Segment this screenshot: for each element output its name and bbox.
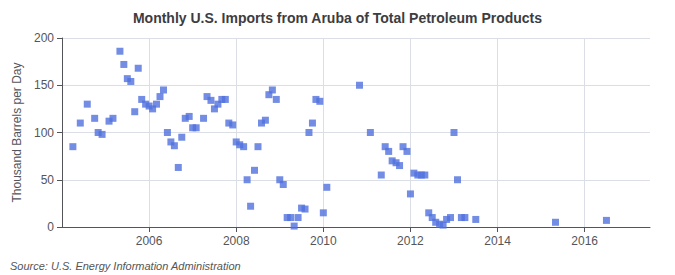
- svg-text:Thousand Barrels per Day: Thousand Barrels per Day: [10, 62, 24, 202]
- svg-text:Monthly U.S. Imports from Arub: Monthly U.S. Imports from Aruba of Total…: [133, 10, 542, 26]
- svg-text:0: 0: [47, 220, 54, 234]
- svg-text:2016: 2016: [571, 234, 598, 248]
- svg-text:2012: 2012: [397, 234, 424, 248]
- svg-text:200: 200: [34, 31, 54, 45]
- svg-text:2006: 2006: [136, 234, 163, 248]
- svg-text:2014: 2014: [484, 234, 511, 248]
- svg-text:100: 100: [34, 126, 54, 140]
- svg-text:2010: 2010: [310, 234, 337, 248]
- svg-text:150: 150: [34, 78, 54, 92]
- svg-text:Source: U.S. Energy Informatio: Source: U.S. Energy Information Administ…: [10, 260, 241, 272]
- svg-text:2008: 2008: [223, 234, 250, 248]
- svg-text:50: 50: [41, 173, 55, 187]
